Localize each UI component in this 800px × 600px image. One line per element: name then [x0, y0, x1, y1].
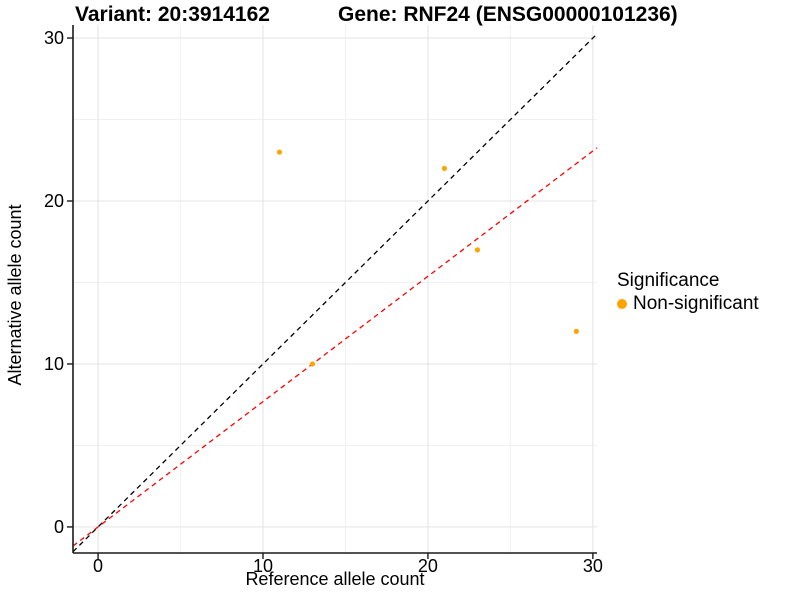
data-point: [309, 361, 316, 367]
data-point: [276, 149, 283, 155]
legend-point-icon: [617, 299, 627, 309]
x-tick-label: 20: [418, 556, 438, 576]
legend-item-label: Non-significant: [633, 293, 759, 314]
y-tick-label: 20: [44, 191, 64, 211]
x-axis-title: Reference allele count: [245, 569, 424, 589]
data-point: [474, 247, 481, 253]
data-point: [573, 328, 579, 334]
x-tick-label: 30: [583, 556, 603, 576]
x-tick-label: 10: [253, 556, 273, 576]
data-point: [441, 165, 448, 172]
fit-line: [72, 147, 598, 547]
identity-line: [72, 33, 598, 553]
x-tick-label: 0: [93, 556, 103, 576]
gene-title: Gene: RNF24 (ENSG00000101236): [338, 3, 678, 26]
y-tick-label: 30: [44, 28, 64, 48]
legend-title: Significance: [617, 270, 720, 291]
plot-legend: Significance Non-significant: [617, 271, 759, 315]
y-axis-title: Alternative allele count: [5, 204, 25, 385]
variant-title: Variant: 20:3914162: [75, 3, 270, 26]
y-tick-label: 0: [54, 517, 64, 537]
y-tick-label: 10: [44, 354, 64, 374]
legend-item: Non-significant: [617, 293, 759, 315]
